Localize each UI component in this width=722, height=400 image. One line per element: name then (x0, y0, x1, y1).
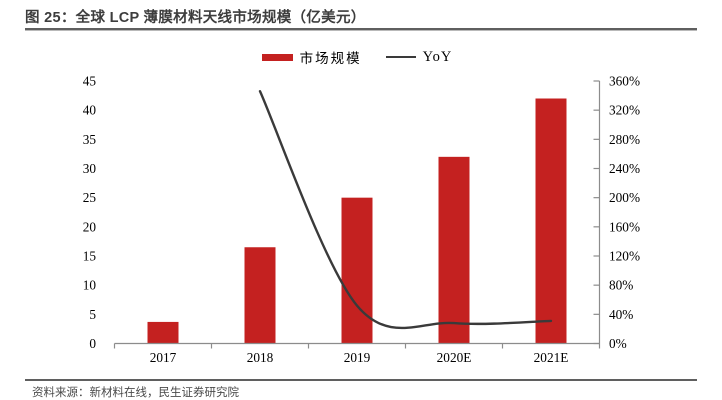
right-axis-tick-label: 280% (609, 132, 640, 147)
x-axis-category-label: 2021E (534, 350, 569, 365)
right-axis-tick-label: 160% (609, 219, 640, 234)
left-axis-tick-label: 15 (83, 249, 97, 264)
bar-2017 (147, 321, 179, 344)
right-axis-tick-label: 240% (609, 161, 640, 176)
left-axis-tick-label: 25 (83, 190, 97, 205)
left-axis-tick-label: 5 (89, 307, 96, 322)
bar-2021E (535, 98, 567, 344)
right-axis-tick-label: 200% (609, 190, 640, 205)
line-swatch-icon (385, 55, 416, 59)
title-divider (25, 28, 697, 31)
footer-divider (25, 379, 697, 381)
bar-swatch-icon (261, 53, 293, 61)
left-axis-tick-label: 35 (83, 132, 97, 147)
left-axis-tick-label: 0 (89, 336, 96, 351)
left-axis-tick-label: 30 (83, 161, 97, 176)
right-axis-tick-label: 0% (609, 336, 627, 351)
right-axis-tick-label: 40% (609, 307, 633, 322)
left-axis-tick-label: 20 (83, 219, 97, 234)
bar-2018 (244, 247, 276, 344)
bar-2020E (438, 156, 470, 344)
right-axis-tick-label: 360% (609, 74, 640, 89)
x-axis-category-label: 2020E (437, 350, 472, 365)
legend-label-market-size: 市场规模 (299, 51, 362, 66)
x-axis-category-label: 2017 (150, 350, 177, 365)
figure-title: 图 25：全球 LCP 薄膜材料天线市场规模（亿美元） (25, 10, 366, 26)
source-note: 资料来源：新材料在线，民生证券研究院 (32, 387, 239, 399)
legend-item-market-size: 市场规模 (261, 47, 362, 67)
yoy-line (258, 90, 553, 330)
bar-2019 (341, 197, 373, 344)
x-axis-category-label: 2018 (247, 350, 274, 365)
x-axis-category-label: 2019 (344, 350, 371, 365)
right-axis-tick-label: 320% (609, 103, 640, 118)
left-axis-tick-label: 45 (83, 74, 97, 89)
right-axis-tick-label: 80% (609, 278, 633, 293)
legend-label-yoy: YoY (422, 48, 453, 65)
legend-item-yoy: YoY (385, 48, 453, 66)
left-axis-tick-label: 40 (83, 103, 97, 118)
chart-legend: 市场规模 YoY (114, 48, 600, 66)
left-axis-tick-label: 10 (83, 278, 97, 293)
right-axis-tick-label: 120% (609, 249, 640, 264)
